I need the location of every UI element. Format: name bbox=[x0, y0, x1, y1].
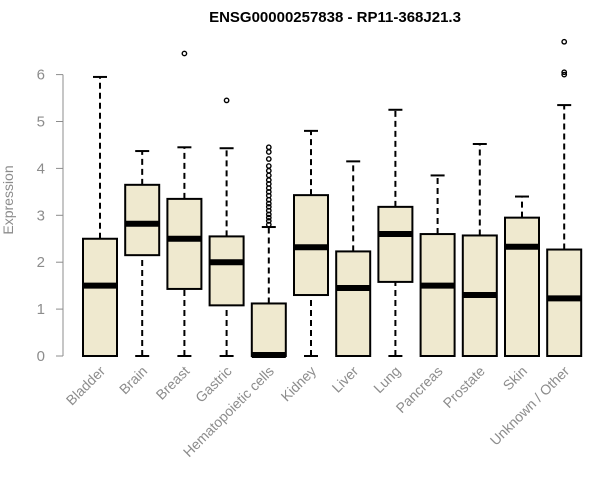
outlier-point bbox=[265, 144, 272, 151]
x-tick-label: Brain bbox=[116, 363, 150, 397]
y-tick-label: 2 bbox=[37, 254, 45, 271]
outlier-point bbox=[265, 177, 272, 184]
box-4 bbox=[250, 144, 287, 359]
outlier-point bbox=[265, 149, 272, 155]
x-tick-label: Lung bbox=[370, 363, 403, 396]
x-tick-label: Liver bbox=[329, 363, 362, 396]
x-tick-label: Pancreas bbox=[393, 363, 446, 416]
outlier-point bbox=[265, 156, 272, 162]
outlier-point bbox=[265, 203, 272, 210]
iqr-box bbox=[166, 197, 203, 290]
x-tick-label: Breast bbox=[153, 363, 193, 403]
y-tick-label: 5 bbox=[37, 114, 45, 131]
outlier-point bbox=[265, 172, 272, 179]
y-tick-label: 6 bbox=[37, 67, 45, 84]
x-tick-label: Prostate bbox=[440, 363, 488, 411]
y-axis-label: Expression bbox=[0, 165, 16, 234]
chart-title: ENSG00000257838 - RP11-368J21.3 bbox=[209, 9, 461, 26]
x-tick-label: Skin bbox=[500, 363, 531, 394]
y-tick-label: 0 bbox=[37, 348, 45, 365]
box-10 bbox=[504, 195, 540, 357]
y-tick-label: 4 bbox=[37, 160, 45, 177]
box-6 bbox=[335, 160, 372, 357]
iqr-box bbox=[377, 205, 414, 283]
box-11 bbox=[546, 38, 583, 357]
x-tick-label: Unknown / Other bbox=[487, 363, 573, 449]
iqr-box bbox=[250, 302, 287, 357]
x-tick-label: Kidney bbox=[278, 363, 320, 405]
box-3 bbox=[208, 97, 245, 357]
outlier-point bbox=[265, 163, 272, 169]
outlier-point bbox=[223, 97, 230, 104]
iqr-box bbox=[419, 233, 456, 357]
outlier-point bbox=[561, 71, 568, 78]
box-5 bbox=[293, 129, 329, 357]
iqr-box bbox=[82, 237, 118, 357]
outlier-point bbox=[265, 218, 272, 224]
box-1 bbox=[124, 150, 161, 357]
y-tick-label: 3 bbox=[37, 207, 45, 224]
outlier-point bbox=[265, 167, 272, 174]
y-tick-label: 1 bbox=[37, 301, 45, 318]
iqr-box bbox=[208, 235, 245, 307]
box-9 bbox=[461, 143, 498, 357]
box-group bbox=[82, 38, 583, 359]
box-0 bbox=[82, 75, 118, 357]
y-axis: 0 1 2 3 4 5 6 bbox=[37, 67, 64, 365]
box-2 bbox=[166, 50, 203, 357]
outlier-point bbox=[265, 214, 272, 221]
outlier-point bbox=[561, 69, 568, 76]
iqr-box bbox=[124, 183, 161, 257]
iqr-box bbox=[504, 216, 540, 357]
x-tick-label: Bladder bbox=[63, 363, 109, 409]
outlier-point bbox=[181, 50, 188, 57]
box-8 bbox=[419, 174, 456, 357]
box-7 bbox=[377, 108, 414, 357]
outlier-point bbox=[561, 38, 568, 45]
iqr-box bbox=[546, 248, 583, 357]
iqr-box bbox=[335, 250, 372, 357]
